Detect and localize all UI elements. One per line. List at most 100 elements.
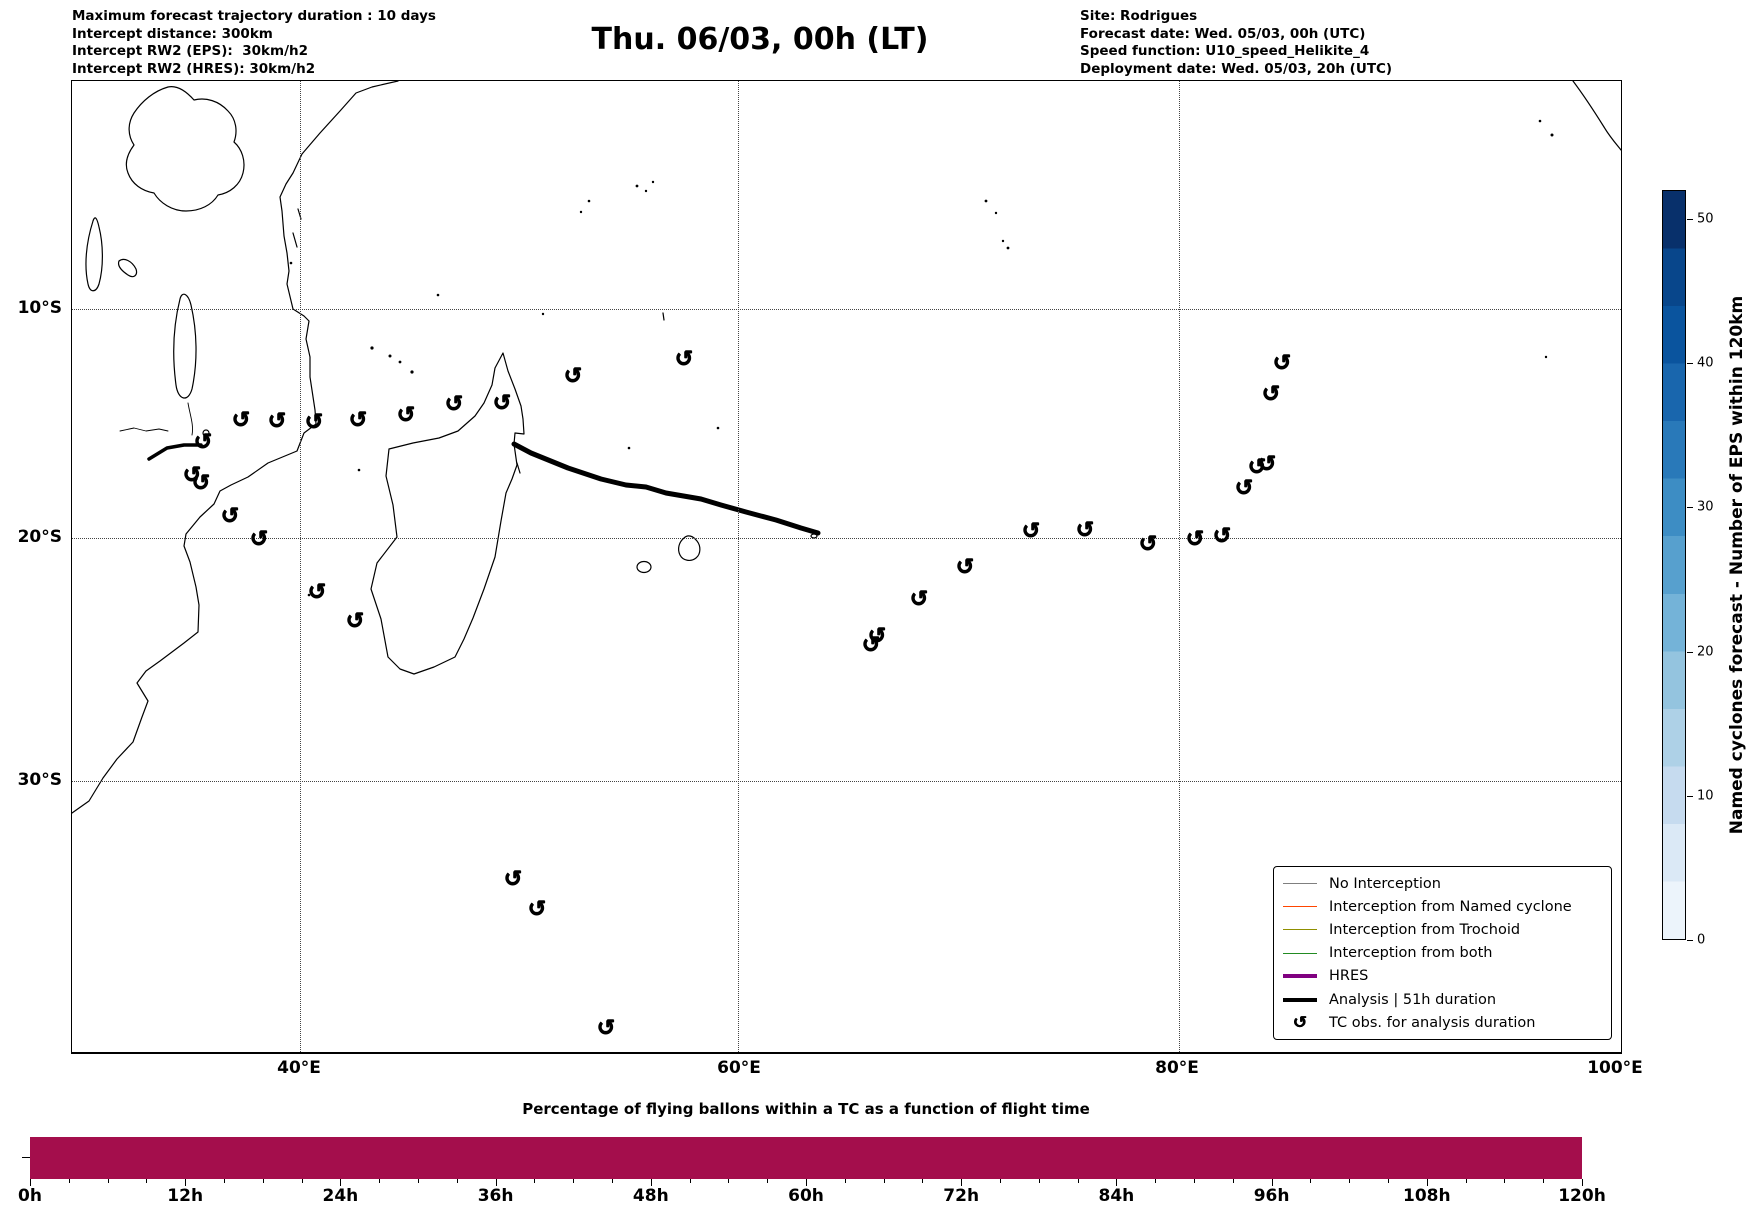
page-title: Thu. 06/03, 00h (LT) <box>591 22 929 57</box>
legend-item-label: Interception from both <box>1329 945 1493 962</box>
bar-x-tick-label: 108h <box>1403 1186 1451 1206</box>
bar-x-minor-tick <box>107 1179 109 1183</box>
bar-x-tick-label: 48h <box>632 1186 669 1206</box>
colorbar-tick <box>1687 651 1693 653</box>
bar-x-minor-tick <box>728 1179 730 1183</box>
tc-obs-marker: ↺ <box>249 527 269 553</box>
lake-malawi <box>173 293 197 399</box>
bar-x-minor-tick <box>1543 1179 1545 1183</box>
legend-item: HRES <box>1283 965 1611 988</box>
lake-cahora-bassa <box>119 427 169 432</box>
colorbar-tick-label: 50 <box>1697 211 1714 227</box>
colorbar-tick <box>1687 795 1693 797</box>
tc-obs-marker: ↺ <box>1185 527 1205 553</box>
legend-item: Interception from Named cyclone <box>1283 895 1611 918</box>
bar-x-tick-label: 120h <box>1558 1186 1606 1206</box>
legend-item: Analysis | 51h duration <box>1283 988 1611 1011</box>
bar-x-tick <box>1426 1179 1428 1186</box>
analysis-track-main <box>511 441 821 536</box>
bar-x-tick-label: 60h <box>788 1186 824 1206</box>
bar-x-minor-tick <box>922 1179 924 1183</box>
tc-obs-marker: ↺ <box>191 471 211 497</box>
bar-x-minor-tick <box>1077 1179 1079 1183</box>
bar-x-minor-tick <box>689 1179 691 1183</box>
lon-axis-label: 100°E <box>1587 1058 1643 1078</box>
bar-x-minor-tick <box>1194 1179 1195 1183</box>
tc-obs-marker: ↺ <box>231 408 251 434</box>
bar-x-tick-label: 24h <box>322 1186 359 1206</box>
lat-axis-label: 10°S <box>17 298 62 318</box>
bar-x-minor-tick <box>1465 1179 1467 1183</box>
latitude-gridline <box>72 538 1621 539</box>
tc-obs-marker: ↺ <box>182 463 202 489</box>
bar-x-tick-label: 12h <box>167 1186 204 1206</box>
tc-obs-marker: ↺ <box>909 587 929 613</box>
longitude-gridline <box>300 81 301 1052</box>
small-islands <box>289 119 1554 597</box>
tc-obs-marker: ↺ <box>492 391 512 417</box>
bar-x-minor-tick <box>1504 1179 1506 1183</box>
balloon-percentage-bar <box>30 1137 1582 1179</box>
lake-tanganyika <box>85 217 103 292</box>
tc-obs-marker: ↺ <box>307 580 327 606</box>
latitude-gridline <box>72 781 1621 782</box>
bar-x-minor-tick <box>1310 1179 1312 1183</box>
legend-item-label: Analysis | 51h duration <box>1329 991 1497 1008</box>
legend-item-label: No Interception <box>1329 875 1441 892</box>
legend-item-label: Interception from Named cyclone <box>1329 898 1572 915</box>
tc-obs-marker: ↺ <box>596 1016 616 1042</box>
tc-obs-marker: ↺ <box>345 609 365 635</box>
lat-axis-label: 30°S <box>17 770 62 790</box>
tc-obs-marker: ↺ <box>527 897 547 923</box>
bar-x-tick <box>961 1179 963 1186</box>
legend-line-swatch <box>1283 974 1317 979</box>
lon-axis-label: 60°E <box>717 1058 761 1078</box>
reunion-island <box>636 560 652 574</box>
lake-rukwa <box>117 258 138 278</box>
forecast-parameters-text: Maximum forecast trajectory duration : 1… <box>72 8 436 77</box>
colorbar-tick-label: 40 <box>1697 355 1714 371</box>
bar-x-tick-label: 36h <box>477 1186 514 1206</box>
bar-x-tick <box>30 1179 31 1186</box>
bar-x-tick <box>650 1179 652 1186</box>
bar-x-tick <box>340 1179 342 1186</box>
colorbar-tick-label: 30 <box>1697 499 1714 515</box>
tc-obs-marker: ↺ <box>1272 351 1292 377</box>
bar-x-minor-tick <box>146 1179 148 1183</box>
zanzibar-islands <box>292 208 665 474</box>
tc-obs-marker: ↺ <box>1234 476 1254 502</box>
bar-x-tick <box>1582 1179 1583 1186</box>
bar-x-tick-label: 96h <box>1253 1186 1290 1206</box>
bar-x-minor-tick <box>262 1179 264 1183</box>
lake-chilwa <box>202 429 210 437</box>
tc-obs-marker: ↺ <box>1247 455 1267 481</box>
lon-axis-label: 40°E <box>277 1058 321 1078</box>
mauritius-island <box>678 535 701 561</box>
colorbar-tick <box>1687 940 1693 941</box>
legend-item: No Interception <box>1283 872 1611 895</box>
bar-x-minor-tick <box>573 1179 575 1183</box>
lat-axis-label: 20°S <box>17 527 62 547</box>
bar-x-tick-label: 0h <box>18 1186 42 1206</box>
bar-x-minor-tick <box>767 1179 769 1183</box>
coastline-layer <box>72 81 1621 814</box>
bar-x-minor-tick <box>418 1179 419 1183</box>
legend-line-swatch <box>1283 997 1317 1002</box>
bar-x-minor-tick <box>224 1179 225 1183</box>
colorbar <box>1662 190 1686 940</box>
bar-x-minor-tick <box>883 1179 885 1183</box>
bar-x-minor-tick <box>1155 1179 1157 1183</box>
longitude-gridline <box>738 81 739 1052</box>
bar-chart-title: Percentage of flying ballons within a TC… <box>522 1100 1090 1118</box>
tc-obs-marker: ↺ <box>867 624 887 650</box>
bar-chart-y-tick <box>22 1157 30 1158</box>
tc-obs-marker: ↺ <box>1138 532 1158 558</box>
tc-obs-marker: ↺ <box>1261 382 1281 408</box>
lon-axis-label: 80°E <box>1155 1058 1199 1078</box>
colorbar-tick <box>1687 363 1693 365</box>
africa-coastline <box>72 81 399 814</box>
bar-x-tick <box>185 1179 187 1186</box>
tc-obs-marker: ↺ <box>503 867 523 893</box>
colorbar-label: Named cyclones forecast - Number of EPS … <box>1727 295 1747 835</box>
longitude-gridline <box>1179 81 1180 1052</box>
